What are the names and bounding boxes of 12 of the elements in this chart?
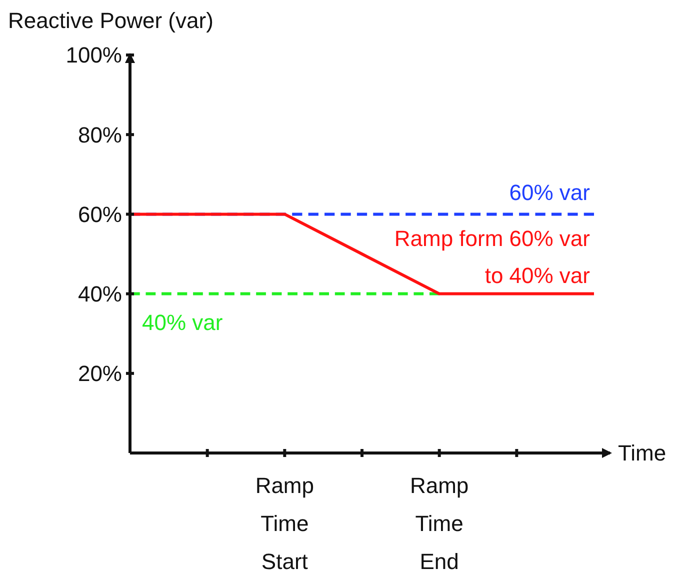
y-tick-label: 80% [78,122,122,148]
series-label: Ramp form 60% var to 40% var [394,226,590,288]
series-label: 40% var [142,310,223,335]
y-axis-title: Reactive Power (var) [8,8,214,33]
y-tick-label: 60% [78,202,122,227]
series-label: 60% var [509,180,590,206]
x-tick-label: Ramp Time End [410,473,469,573]
y-tick-label: 100% [66,42,122,68]
x-axis-title: Time [618,440,666,466]
y-tick-label: 20% [78,361,122,386]
y-tick-label: 40% [78,282,122,306]
x-tick-label: Ramp Time Start [255,473,314,573]
